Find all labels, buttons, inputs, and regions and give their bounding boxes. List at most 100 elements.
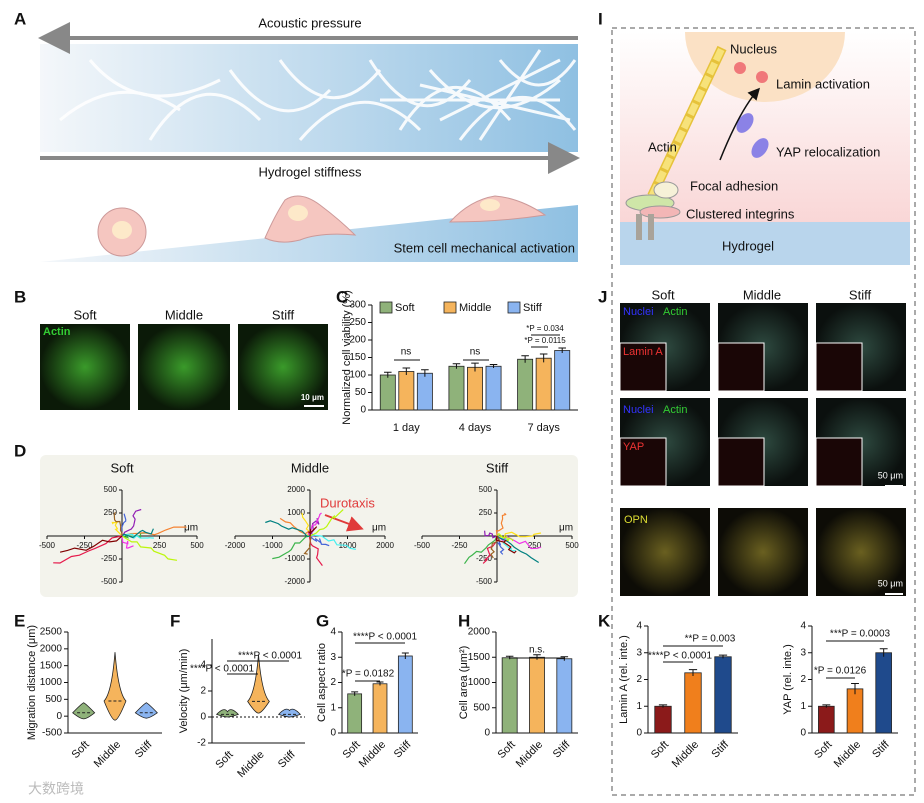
error-bar xyxy=(718,654,728,659)
integrin xyxy=(639,205,681,219)
y-tick-label: 0 xyxy=(330,728,336,739)
panel-letter: F xyxy=(170,611,180,630)
unit: μm xyxy=(559,523,573,534)
stain-label: Nuclei xyxy=(623,404,654,416)
stain-label: Nuclei xyxy=(623,306,654,318)
error-bar xyxy=(421,369,429,377)
trajectory xyxy=(113,511,123,536)
x-tick-label: Middle xyxy=(235,749,266,780)
trajectory xyxy=(265,520,311,538)
bar xyxy=(654,705,672,734)
error-bar xyxy=(560,656,569,661)
stain-label: OPN xyxy=(624,514,648,526)
bar xyxy=(875,652,892,734)
label: Hydrogel stiffness xyxy=(258,164,362,179)
panel-letter: D xyxy=(14,441,26,460)
y-axis-label: Lamin A (rel. inte.) xyxy=(618,635,630,724)
legend-label: Stiff xyxy=(523,302,543,314)
violin xyxy=(277,708,302,718)
error-bar xyxy=(658,704,668,708)
x-tick-label: -250 xyxy=(76,541,93,550)
scale-label: 50 μm xyxy=(878,470,903,480)
error-bar xyxy=(851,683,859,695)
y-tick-label: 3 xyxy=(800,647,806,658)
y-tick-label: 100 xyxy=(349,370,366,381)
cell xyxy=(264,195,357,243)
y-tick-label: 500 xyxy=(104,485,118,494)
x-tick-label: Middle xyxy=(92,739,123,770)
y-tick-label: 0 xyxy=(636,728,642,739)
label: Lamin activation xyxy=(776,76,870,91)
x-tick-label: 2000 xyxy=(376,541,394,550)
panel-letter: J xyxy=(598,287,607,306)
y-tick-label: 2 xyxy=(200,686,206,697)
y-tick-label: 0 xyxy=(360,405,366,416)
y-tick-label: -250 xyxy=(101,554,118,563)
watermark: 大数跨境 xyxy=(28,781,84,797)
bar xyxy=(467,366,483,411)
scale-label: 10 μm xyxy=(301,393,324,402)
bar xyxy=(535,357,552,411)
bar xyxy=(448,365,465,411)
x-tick-label: 1 day xyxy=(393,422,420,434)
y-tick-label: 2 xyxy=(800,674,806,685)
cell xyxy=(448,195,547,223)
y-tick-label: 300 xyxy=(349,300,366,311)
x-tick-label: Soft xyxy=(213,749,235,771)
column-label: Middle xyxy=(165,307,203,322)
arrow xyxy=(719,87,761,161)
micrograph xyxy=(40,324,130,410)
error-bar xyxy=(688,669,698,677)
trajectory xyxy=(308,535,323,566)
trajectory xyxy=(301,512,311,537)
stain-label: Lamin A xyxy=(623,346,663,358)
bar xyxy=(846,688,864,734)
x-tick-label: Soft xyxy=(70,739,92,761)
violin xyxy=(247,654,270,714)
y-tick-label: 4 xyxy=(200,660,206,671)
y-tick-label: 2500 xyxy=(40,627,63,638)
panel-letter: A xyxy=(14,9,26,28)
error-bar xyxy=(822,704,831,708)
y-tick-label: -500 xyxy=(42,728,62,739)
lamin xyxy=(756,71,768,83)
x-tick-label: Soft xyxy=(649,739,671,761)
x-tick-label: -500 xyxy=(39,541,56,550)
error-bar xyxy=(452,363,461,369)
bar xyxy=(818,705,835,734)
column-label: Soft xyxy=(73,307,97,322)
annotation: ****P < 0.0001 xyxy=(353,632,417,643)
label: YAP relocalization xyxy=(776,144,880,159)
y-tick-label: 150 xyxy=(349,352,366,363)
scale-label: 50 μm xyxy=(878,578,903,588)
focal-adhesion xyxy=(653,181,679,199)
column-label: Stiff xyxy=(272,307,295,322)
plot-title: Middle xyxy=(291,460,329,475)
trajectory xyxy=(121,533,154,540)
x-tick-label: 250 xyxy=(153,541,167,550)
trajectory xyxy=(496,531,542,539)
bar xyxy=(501,657,518,734)
panel-i: Nucleus Lamin activation Actin YAP reloc… xyxy=(611,27,916,796)
bar xyxy=(347,693,363,734)
annotation: ****P < 0.0001 xyxy=(648,651,712,662)
inset xyxy=(717,342,765,392)
legend-swatch xyxy=(507,301,521,314)
y-axis-label: Cell aspect ratio xyxy=(316,643,328,722)
y-tick-label: 4 xyxy=(330,627,336,638)
plot-title: Stiff xyxy=(486,460,509,475)
y-tick-label: 2000 xyxy=(468,627,491,638)
trajectory xyxy=(309,535,330,547)
nucleus xyxy=(480,199,500,211)
y-tick-label: 250 xyxy=(479,508,493,517)
actin xyxy=(648,46,726,198)
trajectory xyxy=(495,512,507,537)
integrin xyxy=(648,214,654,240)
x-tick-label: -1000 xyxy=(262,541,283,550)
error-bar xyxy=(489,364,498,368)
micrograph xyxy=(620,508,710,596)
y-tick-label: 2 xyxy=(330,677,336,688)
hydrogel-band xyxy=(40,44,578,152)
x-tick-label: -250 xyxy=(451,541,468,550)
